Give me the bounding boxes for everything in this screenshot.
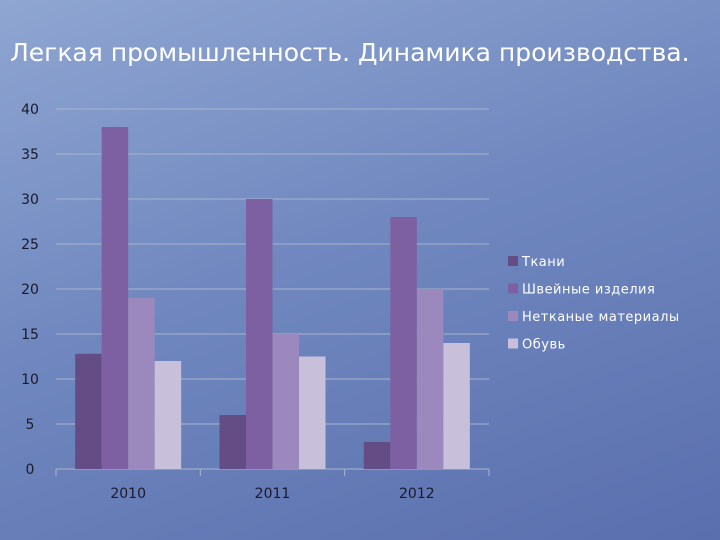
y-tick-label: 20 [21, 282, 39, 298]
y-tick-label: 15 [21, 327, 39, 343]
legend-swatch [508, 311, 518, 321]
bar [416, 289, 444, 469]
bar [363, 442, 391, 469]
y-tick-label: 0 [26, 462, 35, 478]
bar [154, 361, 182, 469]
legend-swatch [508, 283, 518, 294]
x-tick-label: 2010 [110, 486, 146, 502]
x-tick-labels: 2010 2011 2012 [110, 486, 434, 502]
legend-entry: Нетканые материалы [522, 310, 680, 325]
bar [128, 298, 155, 469]
legend-swatch [508, 338, 518, 349]
legend-entry: Швейные изделия [522, 283, 655, 298]
y-tick-label: 35 [21, 147, 39, 163]
bar [101, 127, 129, 469]
legend: Ткани Швейные изделия Нетканые материалы Об… [508, 255, 680, 353]
bars [75, 127, 470, 469]
bar [219, 415, 246, 469]
x-tick-label: 2012 [399, 486, 435, 502]
axes [55, 468, 490, 476]
x-tick-label: 2011 [255, 486, 291, 502]
bar [443, 343, 470, 469]
y-tick-label: 10 [21, 372, 39, 388]
y-tick-label: 25 [21, 237, 39, 253]
bar [272, 334, 299, 469]
y-tick-label: 5 [26, 417, 35, 433]
legend-entry: Ткани [521, 255, 565, 270]
y-tick-label: 30 [21, 192, 39, 208]
y-tick-label: 40 [21, 102, 39, 118]
bar [246, 199, 273, 469]
legend-swatch [508, 256, 518, 266]
bar [75, 353, 102, 469]
legend-entry: Обувь [522, 338, 566, 353]
y-tick-labels: 0 5 10 15 20 25 30 35 40 [21, 102, 39, 478]
chart-title: Легкая промышленность. Динамика производ… [10, 38, 690, 67]
bar [299, 356, 326, 469]
bar [390, 217, 417, 469]
